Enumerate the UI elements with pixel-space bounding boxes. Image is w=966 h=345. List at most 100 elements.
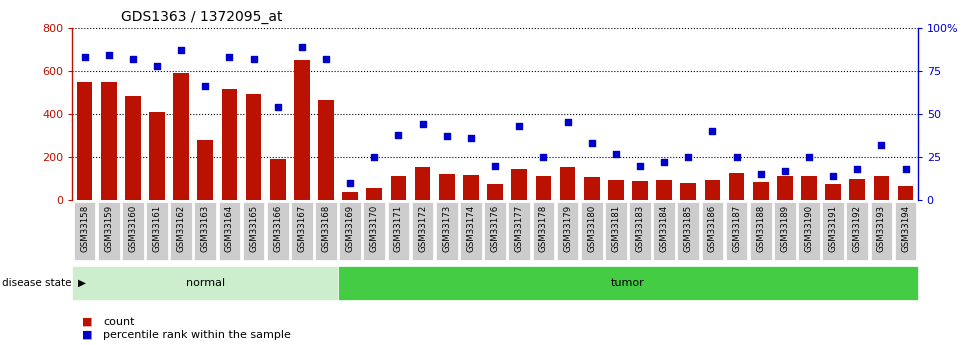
Bar [366,188,383,200]
Point [150,63,165,68]
FancyBboxPatch shape [846,203,868,260]
Point [101,52,117,58]
Bar [849,179,866,200]
Text: GSM33164: GSM33164 [225,205,234,252]
Point [319,56,334,61]
Bar [825,184,841,200]
Point [440,134,455,139]
FancyBboxPatch shape [870,203,893,260]
Text: GSM33165: GSM33165 [249,205,258,252]
Point [512,123,527,129]
Bar [753,182,769,200]
Point [632,163,647,168]
FancyBboxPatch shape [98,203,120,260]
FancyBboxPatch shape [73,203,96,260]
Bar [245,95,262,200]
Text: GSM33171: GSM33171 [394,205,403,252]
Bar [728,173,745,200]
Text: GSM33158: GSM33158 [80,205,89,252]
Text: GSM33166: GSM33166 [273,205,282,252]
Text: normal: normal [185,278,225,288]
Text: GSM33180: GSM33180 [587,205,596,252]
Point [464,135,479,141]
Bar [801,176,817,200]
Text: GSM33159: GSM33159 [104,205,113,252]
Text: GSM33190: GSM33190 [805,205,813,252]
FancyBboxPatch shape [605,203,627,260]
Bar [294,60,310,200]
Point [390,132,407,137]
Text: GSM33172: GSM33172 [418,205,427,252]
Text: GSM33169: GSM33169 [346,205,355,252]
Bar [342,192,358,200]
Text: GSM33192: GSM33192 [853,205,862,252]
FancyBboxPatch shape [774,203,796,260]
FancyBboxPatch shape [291,203,313,260]
Bar [632,181,648,200]
Point [367,154,383,160]
FancyBboxPatch shape [556,203,579,260]
Bar [656,180,672,200]
Bar [390,176,407,200]
Bar [873,176,890,200]
Bar [487,184,503,200]
Point [850,166,866,172]
Point [126,56,141,61]
Text: GSM33187: GSM33187 [732,205,741,252]
Bar [149,112,165,200]
Point [583,140,599,146]
Bar [559,167,576,200]
Bar [76,81,93,200]
Point [535,154,551,160]
FancyBboxPatch shape [508,203,530,260]
Point [825,173,840,179]
Point [222,54,238,60]
Text: GSM33179: GSM33179 [563,205,572,252]
Bar [197,140,213,200]
Point [245,56,261,61]
Text: disease state  ▶: disease state ▶ [2,278,86,288]
Text: GSM33181: GSM33181 [611,205,620,252]
Bar [511,169,527,200]
Bar [125,96,141,200]
Point [77,54,93,60]
Text: GSM33176: GSM33176 [491,205,499,252]
Text: ■: ■ [82,330,93,339]
Bar [608,180,624,200]
Point [802,154,817,160]
Point [174,47,189,53]
Bar [221,89,238,200]
Text: GSM33161: GSM33161 [153,205,161,252]
Point [753,171,769,177]
Text: GSM33185: GSM33185 [684,205,693,252]
Text: GSM33193: GSM33193 [877,205,886,252]
FancyBboxPatch shape [242,203,265,260]
FancyBboxPatch shape [581,203,603,260]
Text: GSM33184: GSM33184 [660,205,668,252]
FancyBboxPatch shape [532,203,554,260]
Point [609,151,624,156]
FancyBboxPatch shape [677,203,699,260]
FancyBboxPatch shape [822,203,844,260]
Text: GSM33168: GSM33168 [322,205,330,252]
Text: GDS1363 / 1372095_at: GDS1363 / 1372095_at [121,10,282,24]
FancyBboxPatch shape [895,203,917,260]
Point [560,120,576,125]
Text: GSM33189: GSM33189 [781,205,789,252]
FancyBboxPatch shape [629,203,651,260]
FancyBboxPatch shape [387,203,410,260]
Point [415,121,431,127]
FancyBboxPatch shape [484,203,506,260]
FancyBboxPatch shape [339,203,361,260]
Text: percentile rank within the sample: percentile rank within the sample [103,330,291,339]
Bar [173,73,189,200]
Point [343,180,358,186]
Point [873,142,889,148]
FancyBboxPatch shape [436,203,458,260]
Text: GSM33178: GSM33178 [539,205,548,252]
Bar [318,100,334,200]
FancyBboxPatch shape [146,203,168,260]
Text: GSM33173: GSM33173 [442,205,451,252]
Text: GSM33160: GSM33160 [128,205,137,252]
FancyBboxPatch shape [315,203,337,260]
